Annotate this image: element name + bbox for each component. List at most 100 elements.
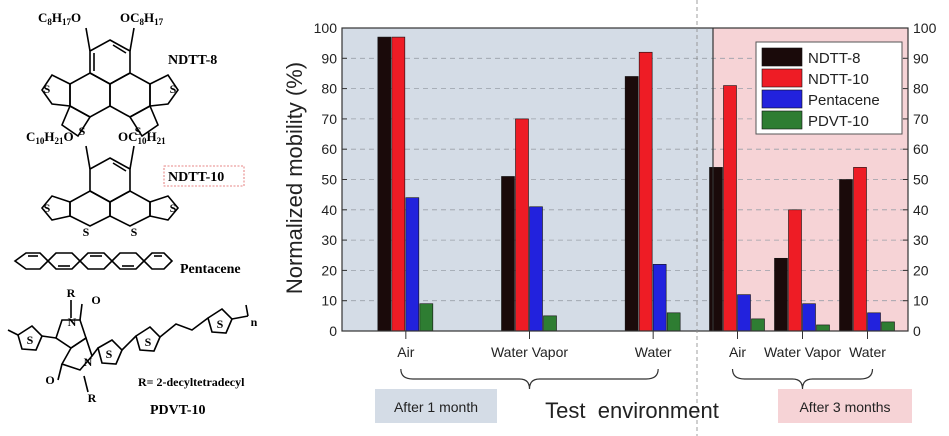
ndtt10-substituent-right: OC10H21 <box>118 129 166 146</box>
group-brace <box>400 368 659 390</box>
pdvt10-r-note: R= 2-decyltetradecyl <box>138 375 245 389</box>
pdvt10-structure <box>7 300 249 393</box>
y-tick-label-right: 90 <box>913 50 929 66</box>
bar-ndtt-8-3 <box>709 167 723 332</box>
atom-s: S <box>106 347 113 361</box>
bar-ndtt-8-0 <box>377 36 392 332</box>
ndtt8-label: NDTT-8 <box>168 53 217 68</box>
bar-ndtt-10-0 <box>391 36 406 332</box>
pdvt10-n-label: n <box>251 315 258 329</box>
ndtt10-substituent-left: C10H21O <box>26 129 74 146</box>
group-brace <box>731 368 874 390</box>
atom-s: S <box>44 82 51 96</box>
y-tick-label-left: 70 <box>321 111 337 127</box>
bar-pdvt-10-0 <box>419 303 434 332</box>
y-tick-label-right: 40 <box>913 202 929 218</box>
atom-s: S <box>131 225 138 239</box>
legend-label: NDTT-8 <box>808 50 861 67</box>
y-tick-label-right: 80 <box>913 81 929 97</box>
ndtt8-substituent-right: OC8H17 <box>120 10 164 27</box>
chemical-structures: C8H17O OC8H17 NDTT-8 S S S S C10H21O OC1… <box>7 10 258 418</box>
bar-pdvt-10-5 <box>881 321 895 332</box>
legend-swatch <box>761 47 803 67</box>
bar-pentacene-0 <box>405 197 420 332</box>
y-tick-label-left: 90 <box>321 50 337 66</box>
ndtt8-substituent-left: C8H17O <box>38 10 81 27</box>
y-tick-label-left: 0 <box>329 323 337 339</box>
bar-ndtt-8-5 <box>839 179 853 332</box>
pdvt10-r-bottom: R <box>88 391 97 405</box>
group-label: After 3 months <box>799 399 890 415</box>
y-tick-label-right: 100 <box>913 20 937 36</box>
atom-s: S <box>79 124 86 138</box>
atom-n: N <box>84 355 93 369</box>
y-tick-label-right: 60 <box>913 141 929 157</box>
bar-pentacene-3 <box>737 294 751 332</box>
y-tick-label-left: 30 <box>321 232 337 248</box>
legend-label: PDVT-10 <box>808 113 869 130</box>
y-tick-label-right: 20 <box>913 262 929 278</box>
pdvt10-label: PDVT-10 <box>150 403 206 418</box>
y-tick-label-right: 10 <box>913 293 929 309</box>
bar-ndtt-8-4 <box>774 257 788 332</box>
group-label: After 1 month <box>394 399 478 415</box>
category-label: Air <box>397 344 414 360</box>
bar-pentacene-1 <box>529 206 543 332</box>
atom-s: S <box>135 124 142 138</box>
atom-s: S <box>217 317 224 331</box>
category-label: Water Vapor <box>491 344 568 360</box>
ndtt10-label: NDTT-10 <box>168 170 224 185</box>
bar-pentacene-5 <box>867 312 881 332</box>
y-tick-label-left: 40 <box>321 202 337 218</box>
bar-pdvt-10-3 <box>751 318 765 332</box>
y-tick-label-left: 20 <box>321 262 337 278</box>
atom-s: S <box>27 333 34 347</box>
atom-s: S <box>44 201 51 215</box>
legend-swatch <box>761 89 803 109</box>
group-label-box <box>375 389 497 423</box>
y-tick-label-right: 0 <box>913 323 921 339</box>
atom-o: O <box>91 293 100 307</box>
bar-ndtt-10-3 <box>723 85 737 332</box>
x-axis-label: Test environment <box>545 398 719 423</box>
y-axis-label: Normalized mobility (%) <box>282 62 307 294</box>
bar-ndtt-10-5 <box>853 167 867 332</box>
bar-pentacene-2 <box>652 264 667 332</box>
category-label: Air <box>729 344 746 360</box>
mobility-chart: 0 0 10 10 20 20 30 30 40 40 50 50 60 60 70 70 80 80 90 90 10… <box>282 0 937 436</box>
category-label: Water <box>849 344 886 360</box>
pentacene-structure <box>13 252 174 270</box>
bar-ndtt-10-2 <box>638 51 653 332</box>
y-tick-label-left: 80 <box>321 81 337 97</box>
group-label-box <box>778 389 912 423</box>
atom-s: S <box>170 82 177 96</box>
y-tick-label-left: 100 <box>314 20 338 36</box>
y-tick-label-right: 50 <box>913 172 929 188</box>
pdvt10-r-top: R <box>67 286 76 300</box>
legend-label: Pentacene <box>808 92 880 109</box>
bar-pentacene-4 <box>802 303 816 332</box>
category-label: Water <box>635 344 672 360</box>
y-tick-label-left: 10 <box>321 293 337 309</box>
atom-s: S <box>145 335 152 349</box>
atom-s: S <box>170 201 177 215</box>
bar-ndtt-8-1 <box>501 176 515 332</box>
bar-ndtt-8-2 <box>624 76 639 332</box>
pentacene-label: Pentacene <box>180 262 241 277</box>
legend-label: NDTT-10 <box>808 71 869 88</box>
legend-swatch <box>761 68 803 88</box>
bar-ndtt-10-1 <box>515 118 529 332</box>
ndtt10-structure <box>40 145 180 227</box>
y-tick-label-left: 60 <box>321 141 337 157</box>
atom-o: O <box>45 373 54 387</box>
bar-pdvt-10-4 <box>816 324 830 332</box>
bar-pdvt-10-1 <box>543 315 557 332</box>
category-label: Water Vapor <box>764 344 841 360</box>
y-tick-label-right: 70 <box>913 111 929 127</box>
y-tick-label-left: 50 <box>321 172 337 188</box>
legend-swatch <box>761 110 803 130</box>
atom-s: S <box>83 225 90 239</box>
bar-pdvt-10-2 <box>666 312 681 332</box>
bar-ndtt-10-4 <box>788 209 802 332</box>
y-tick-label-right: 30 <box>913 232 929 248</box>
